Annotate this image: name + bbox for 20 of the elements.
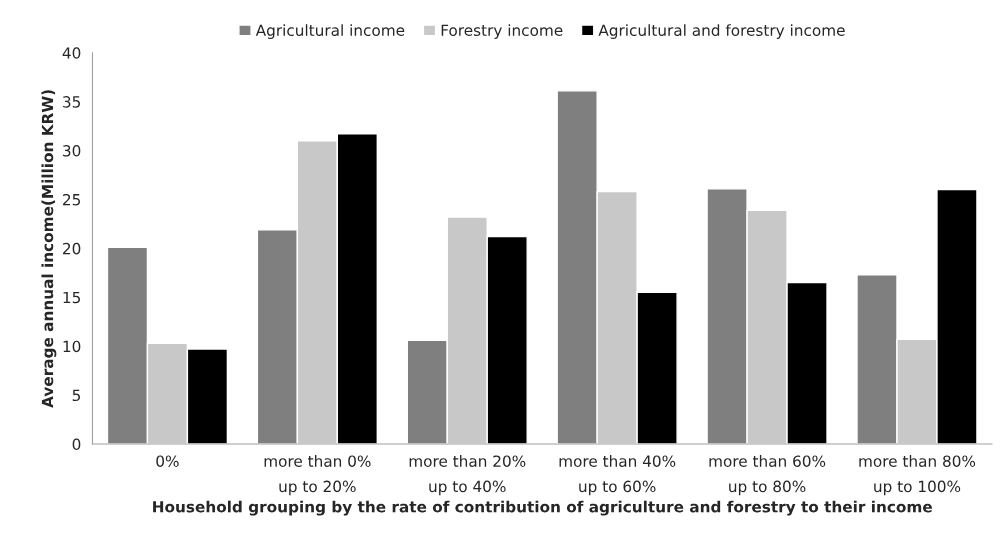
- y-tick-label: 30: [63, 145, 81, 157]
- y-tick-label: 35: [63, 96, 81, 108]
- legend-label: Forestry income: [441, 24, 563, 39]
- x-tick-label: 0%: [156, 455, 179, 467]
- x-tick-label: more than 20% up to 40%: [409, 455, 526, 496]
- x-axis-title: Household grouping by the rate of contribution of agriculture and forestry to their income: [153, 500, 932, 516]
- y-tick-label: 25: [63, 193, 81, 206]
- y-tick-label: 5: [72, 389, 81, 402]
- x-tick-label: more than 80% up to 100%: [859, 455, 976, 496]
- x-tick-label: more than 0% up to 20%: [264, 455, 371, 496]
- y-tick-label: 15: [63, 291, 81, 304]
- y-tick-label: 0: [72, 438, 81, 451]
- y-tick-label: 10: [63, 340, 81, 353]
- legend-label: Agricultural income: [255, 24, 405, 39]
- x-tick-label: more than 40% up to 60%: [559, 455, 676, 496]
- x-tick-label: more than 60% up to 80%: [709, 455, 826, 496]
- y-tick-label: 20: [63, 242, 81, 255]
- legend-label: Agricultural and forestry income: [598, 24, 845, 39]
- y-tick-label: 40: [62, 47, 81, 59]
- y-axis-title: Average annual income(Million KRW): [41, 90, 57, 408]
